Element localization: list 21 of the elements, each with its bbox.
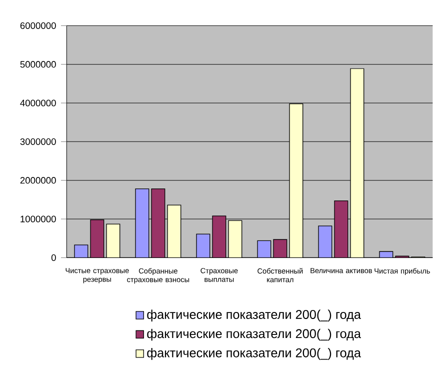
bar — [196, 234, 210, 258]
bar — [212, 216, 226, 258]
legend-label: фактические показатели 200(_) года — [147, 348, 361, 360]
legend-label: фактические показатели 200(_) года — [147, 328, 361, 341]
bar — [135, 188, 150, 258]
y-tick-label: 0 — [51, 254, 56, 261]
bar — [273, 239, 288, 258]
y-tick-label: 2000000 — [20, 177, 56, 184]
bar — [151, 188, 166, 258]
y-tick-label: 6000000 — [20, 22, 56, 29]
bar — [90, 219, 104, 258]
legend-label: фактические показатели 200(_) года — [147, 310, 361, 322]
bar — [257, 240, 272, 258]
bar — [318, 226, 332, 258]
y-tick-label: 3000000 — [20, 138, 56, 145]
y-tick-label: 4000000 — [20, 100, 56, 106]
y-tick-label: 1000000 — [20, 216, 56, 222]
bar — [74, 244, 88, 258]
bar — [334, 200, 348, 258]
y-tick-label: 5000000 — [20, 61, 56, 68]
bar — [106, 224, 120, 258]
